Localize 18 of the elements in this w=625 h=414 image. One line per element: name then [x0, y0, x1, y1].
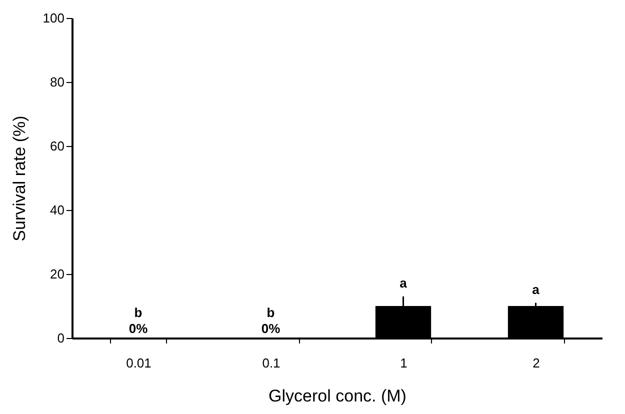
data-label: 0% [261, 321, 281, 336]
y-tick-label: 80 [50, 74, 64, 90]
y-tick-label: 20 [50, 266, 64, 282]
x-tick-label: 1 [400, 356, 408, 370]
x-tick-label: 0.01 [126, 356, 152, 370]
y-tick-label: 40 [50, 202, 64, 218]
y-tick-label: 100 [42, 10, 64, 26]
annotation: a [400, 275, 408, 290]
x-tick-label: 0.1 [262, 356, 280, 370]
x-axis-title: Glycerol conc. (M) [268, 386, 406, 406]
annotation: b [266, 305, 275, 320]
y-tick-label: 0 [57, 330, 64, 346]
x-tick-label: 2 [532, 356, 540, 370]
y-tick-label: 60 [50, 138, 64, 154]
annotation: a [532, 282, 540, 297]
y-axis-title: Survival rate (%) [10, 116, 29, 242]
annotation: b [134, 305, 142, 320]
data-label: 0% [128, 321, 148, 336]
